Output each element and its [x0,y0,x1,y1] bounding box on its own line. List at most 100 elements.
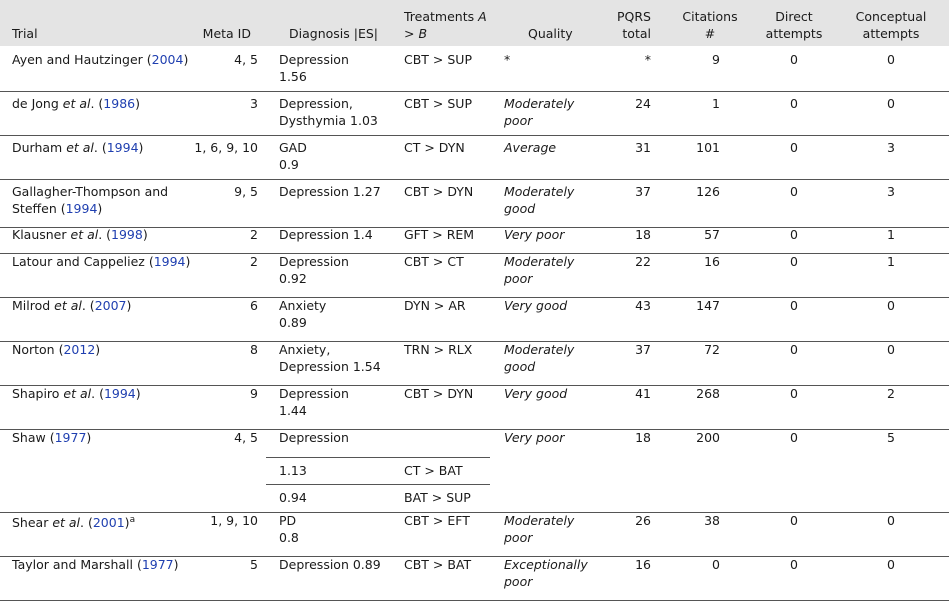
treatment: CBT > CT [404,254,464,269]
quality-line1: Moderately [504,96,575,111]
pqrs-total: 18 [635,430,651,445]
quality-line2: poor [504,530,533,545]
diagnosis-line1: Depression [279,254,349,269]
treatment-sub: BAT > SUP [404,490,471,505]
diagnosis-line2: 0.89 [279,315,307,330]
citation-year-link[interactable]: 1994 [153,254,186,269]
citation-year-link[interactable]: 2012 [63,342,96,357]
citation-year-link[interactable]: 1977 [141,557,174,572]
quality-line1: Exceptionally [504,557,588,572]
trial-name: Norton (2012) [12,342,101,357]
trial-name: Taylor and Marshall (1977) [12,557,179,572]
conceptual-attempts: 3 [887,140,895,155]
diagnosis-line2: 1.44 [279,403,307,418]
citation-year-link[interactable]: 1994 [103,386,136,401]
treatment: CBT > SUP [404,96,472,111]
direct-attempts: 0 [790,342,798,357]
citation-year-link[interactable]: 2004 [151,52,184,67]
quality-line1: Moderately [504,342,575,357]
diagnosis-line1: PD [279,513,297,528]
citation-year-link[interactable]: 1994 [106,140,139,155]
meta-id: 4, 5 [234,430,258,445]
diagnosis-line1: GAD [279,140,307,155]
treatment: DYN > AR [404,298,466,313]
row-divider [0,600,949,601]
col-header-citations-line2: # [704,26,716,41]
diagnosis-line1: Depression 1.4 [279,227,373,242]
quality-line1: Moderately [504,254,575,269]
col-header-treatments-line1: Treatments A [404,9,487,24]
col-header-conceptual-line2: attempts [862,26,920,41]
conceptual-attempts: 2 [887,386,895,401]
table-header: Trial Meta ID Diagnosis |ES| Treatments … [0,0,949,46]
citation-year-link[interactable]: 1977 [54,430,87,445]
quality-line1: Very good [504,298,568,313]
col-header-citations-line1: Citations [682,9,738,24]
meta-id: 5 [250,557,258,572]
col-header-quality: Quality [528,26,573,41]
quality-line2: poor [504,574,533,589]
trial-name: Ayen and Hautzinger (2004) [12,52,189,67]
quality-line1: * [504,52,511,67]
row-divider [0,429,949,430]
citation-year-link[interactable]: 2007 [94,298,127,313]
direct-attempts: 0 [790,386,798,401]
pqrs-total: 31 [635,140,651,155]
citations-count: 200 [696,430,720,445]
direct-attempts: 0 [790,140,798,155]
conceptual-attempts: 0 [887,298,895,313]
treatment: GFT > REM [404,227,475,242]
meta-id: 1, 6, 9, 10 [194,140,258,155]
meta-id: 6 [250,298,258,313]
col-header-meta-id: Meta ID [202,26,251,41]
citations-count: 126 [696,184,720,199]
meta-id: 1, 9, 10 [210,513,258,528]
direct-attempts: 0 [790,557,798,572]
quality-line2: good [504,201,536,216]
col-header-direct-line1: Direct [775,9,813,24]
col-header-pqrs-line2: total [622,26,651,41]
pqrs-total: 26 [635,513,651,528]
meta-id: 8 [250,342,258,357]
row-divider [0,227,949,228]
trial-name: Latour and Cappeliez (1994) [12,254,191,269]
direct-attempts: 0 [790,254,798,269]
row-divider [0,512,949,513]
diagnosis-line2: Dysthymia 1.03 [279,113,378,128]
pqrs-total: * [644,52,651,67]
diagnosis-line1: Depression, [279,96,353,111]
trial-name: Shear et al. (2001)a [12,515,136,531]
direct-attempts: 0 [790,513,798,528]
treatment: CT > DYN [404,140,465,155]
direct-attempts: 0 [790,184,798,199]
quality-line1: Average [504,140,557,155]
citation-year-link[interactable]: 1998 [111,227,143,242]
diagnosis-line1: Depression [279,386,349,401]
diagnosis-line2: 0.8 [279,530,299,545]
conceptual-attempts: 0 [887,342,895,357]
citations-count: 1 [712,96,720,111]
meta-id: 4, 5 [234,52,258,67]
citation-year-link[interactable]: 2001 [92,515,125,531]
citation-year-link[interactable]: 1986 [103,96,136,111]
row-divider [0,556,949,557]
citations-count: 9 [712,52,720,67]
partial-row-divider [266,457,490,458]
pqrs-total: 24 [635,96,651,111]
col-header-conceptual-line1: Conceptual [855,9,927,24]
trial-name: Durham et al. (1994) [12,140,144,155]
meta-id: 3 [250,96,258,111]
row-divider [0,385,949,386]
trial-name: Klausner et al. (1998) [12,227,148,242]
treatment: TRN > RLX [404,342,473,357]
conceptual-attempts: 1 [887,254,895,269]
diagnosis-line1: Depression [279,430,349,445]
conceptual-attempts: 5 [887,430,895,445]
direct-attempts: 0 [790,430,798,445]
citations-count: 147 [696,298,720,313]
diagnosis-line2: 0.9 [279,157,299,172]
diagnosis-line2: 0.92 [279,271,307,286]
quality-line1: Moderately [504,184,575,199]
citation-year-link[interactable]: 1994 [65,201,98,216]
pqrs-total: 16 [635,557,651,572]
